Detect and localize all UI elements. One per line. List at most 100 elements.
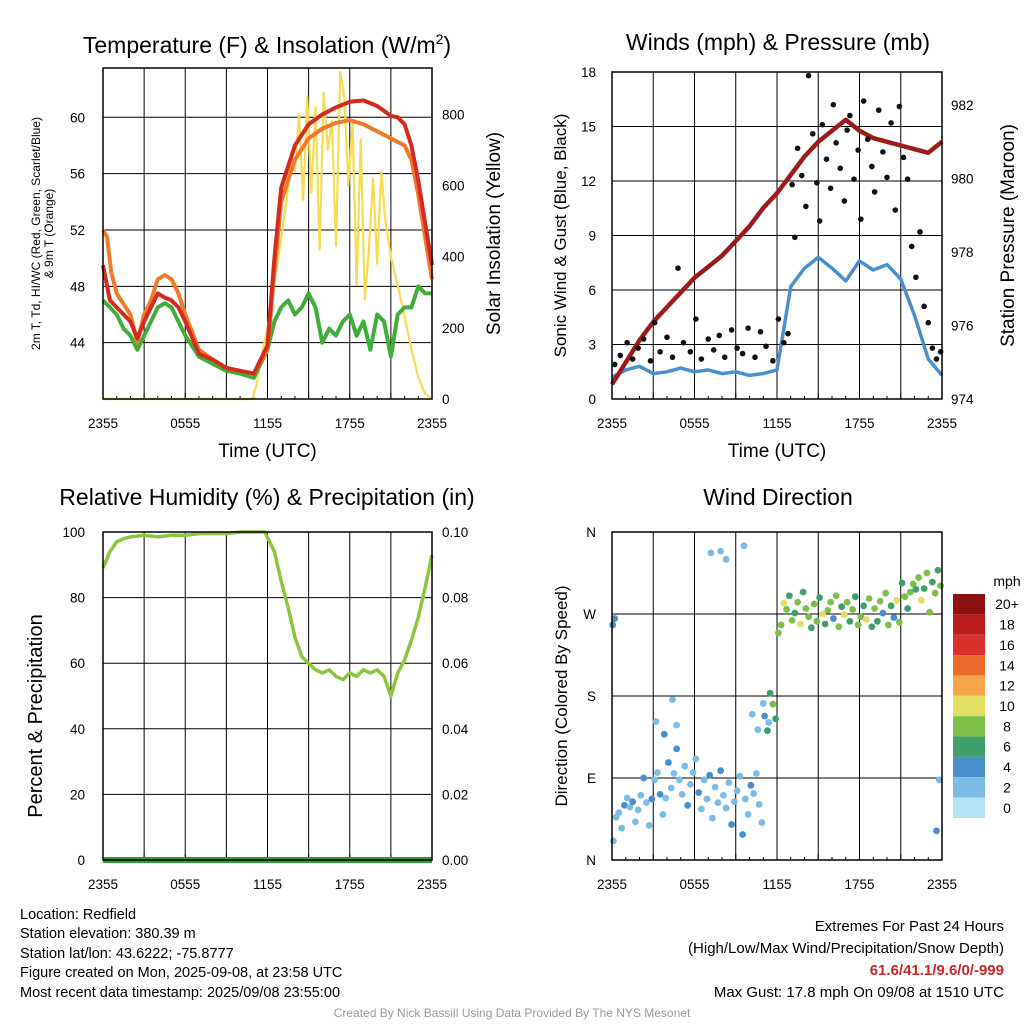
gust-point (837, 165, 844, 172)
direction-point (876, 597, 884, 605)
direction-point (761, 712, 769, 720)
recent-timestamp: Most recent data timestamp: 2025/09/08 2… (20, 984, 341, 1001)
direction-point (637, 791, 645, 799)
direction-point (774, 629, 782, 637)
gust-point (792, 234, 798, 241)
plot-frame (102, 67, 433, 400)
plot-frame (611, 531, 943, 861)
direction-point (719, 791, 727, 799)
x-axis-label: Time (UTC) (218, 441, 317, 462)
y2-tick-label: 982 (951, 98, 974, 113)
x-tick-label: 1755 (335, 877, 365, 892)
gust-point (693, 316, 699, 322)
station-location: Location: Redfield (20, 907, 137, 923)
gust-point (629, 356, 636, 362)
direction-point (752, 770, 760, 777)
max-gust: Max Gust: 17.8 mph On 09/08 at 1510 UTC (713, 984, 1004, 1001)
legend-label: 20+ (995, 596, 1019, 612)
direction-point (829, 615, 837, 622)
direction-point (678, 791, 686, 798)
speed-legend: mph 20+ 18 16 14 12 10 8 6 4 2 0 (953, 573, 1021, 818)
direction-point (871, 605, 879, 612)
gust-point (816, 218, 823, 224)
series-dewpoint (101, 284, 432, 380)
direction-point (681, 762, 689, 770)
y-tick-label: N (586, 525, 596, 540)
gust-point (933, 356, 940, 362)
gust-point (858, 216, 864, 222)
direction-point (824, 606, 832, 614)
direction-point (750, 790, 758, 797)
x-tick-label: 0555 (679, 877, 709, 892)
direction-point (708, 814, 716, 822)
direction-point (933, 827, 940, 835)
station-info: Location: Redfield Station elevation: 38… (20, 906, 342, 1003)
y-tick-label: 60 (70, 656, 85, 671)
chart-rh: 2355 0555 1155 1755 2355 Relative Humidity (%… (25, 484, 475, 892)
direction-point (642, 799, 650, 806)
direction-point (640, 774, 648, 782)
direction-point (703, 795, 711, 803)
direction-point (799, 588, 807, 596)
direction-point (615, 809, 623, 817)
y2-axis-label: Solar Insolation (Yellow) (484, 132, 505, 335)
plot-frame (102, 531, 433, 861)
direction-point (675, 776, 683, 784)
y-tick-label: S (587, 689, 596, 704)
direction-point (733, 787, 741, 795)
legend-label: 4 (1003, 759, 1011, 775)
legend-label: 8 (1003, 718, 1011, 734)
y2-tick-label: 600 (442, 178, 465, 193)
direction-point (868, 623, 876, 631)
direction-point (777, 621, 785, 629)
x-tick-label: 2355 (927, 877, 957, 892)
gust-point (721, 354, 728, 361)
direction-point (766, 689, 774, 697)
direction-point (611, 615, 619, 622)
direction-point (717, 767, 725, 775)
y2-tick-label: 0 (442, 392, 450, 407)
direction-point (730, 798, 738, 806)
y2-tick-label: 800 (442, 107, 465, 122)
direction-point (887, 602, 895, 610)
direction-point (684, 801, 692, 809)
direction-point (739, 831, 747, 838)
direction-point (717, 547, 725, 555)
direction-point (915, 574, 923, 581)
y-axis-label: Sonic Wind & Gust (Blue, Black) (551, 114, 570, 358)
direction-point (920, 585, 928, 592)
gust-point (680, 339, 687, 346)
series-rh (101, 530, 434, 698)
direction-point (695, 789, 703, 796)
gust-point (917, 229, 923, 235)
direction-point (697, 805, 705, 813)
gust-point (657, 348, 663, 355)
direction-point (736, 772, 744, 780)
chart-temp: 2355 0555 1155 1755 2355 Time (UTC) Temperatur… (29, 31, 505, 462)
direction-point (631, 818, 639, 826)
direction-point (890, 614, 898, 622)
direction-point (758, 819, 766, 827)
gust-point (847, 112, 853, 119)
series-pressure (610, 117, 944, 386)
gust-point (880, 149, 886, 155)
direction-point (662, 794, 670, 802)
extremes-panel: Extremes For Past 24 Hours (High/Low/Max… (688, 916, 1004, 1004)
y2-tick-label: 976 (951, 319, 974, 334)
direction-point (728, 821, 736, 828)
x-tick-label: 2355 (597, 416, 627, 431)
legend-label: 0 (1003, 800, 1011, 816)
direction-point (821, 620, 829, 628)
direction-point (772, 715, 780, 723)
y-tick-label: 48 (70, 279, 85, 294)
gust-point (716, 332, 723, 339)
y2-tick-label: 0.00 (442, 853, 468, 868)
gust-point (913, 274, 919, 281)
station-elevation: Station elevation: 380.39 m (20, 926, 196, 943)
x-tick-label: 1155 (253, 877, 282, 892)
direction-point (906, 588, 914, 596)
direction-point (659, 811, 667, 818)
direction-point (893, 596, 901, 604)
legend-swatch (953, 797, 985, 818)
gust-point (908, 243, 915, 250)
